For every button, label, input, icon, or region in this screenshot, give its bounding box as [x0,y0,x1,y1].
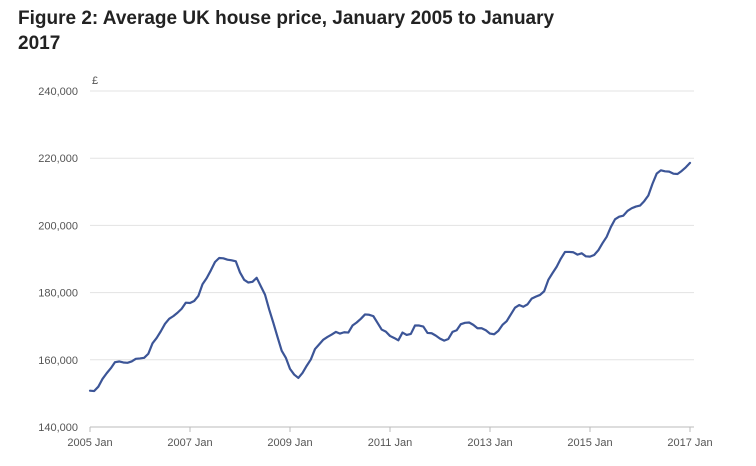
y-axis-tick-labels: 140,000 160,000 180,000 200,000 220,000 240,0… [38,86,78,434]
y-axis-unit-label: £ [92,75,98,87]
x-tick-label: 2007 Jan [167,437,212,449]
y-tick-label: 160,000 [38,355,78,367]
x-tick-label: 2013 Jan [467,437,512,449]
x-axis-tick-labels: 2005 Jan 2007 Jan 2009 Jan 2011 Jan 2013 Jan… [67,437,712,449]
y-tick-label: 240,000 [38,86,78,98]
chart-title: Figure 2: Average UK house price, Januar… [18,8,555,54]
x-tick-label: 2017 Jan [667,437,712,449]
series-line [88,161,692,393]
y-tick-label: 180,000 [38,288,78,300]
x-axis [89,426,694,432]
x-tick-label: 2011 Jan [368,437,412,449]
x-tick-label: 2005 Jan [67,437,112,449]
series-group [88,161,692,393]
y-tick-label: 220,000 [38,153,78,165]
x-tick-label: 2015 Jan [567,437,612,449]
y-tick-label: 140,000 [38,422,78,434]
gridlines [90,90,694,361]
x-tick-label: 2009 Jan [267,437,312,449]
y-tick-label: 200,000 [38,220,78,232]
